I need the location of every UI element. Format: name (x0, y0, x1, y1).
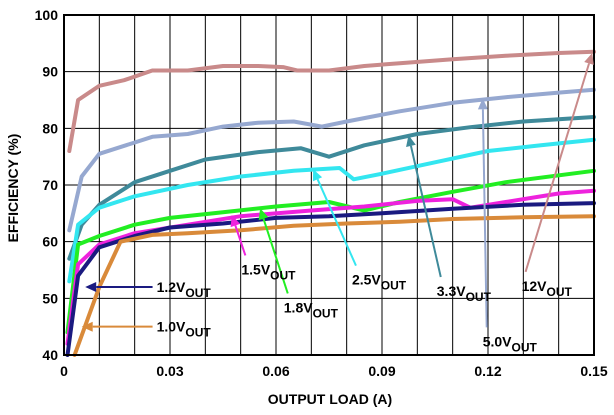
x-tick-label: 0.12 (474, 363, 501, 379)
annotation-arrow-line (234, 225, 247, 256)
x-axis-label: OUTPUT LOAD (A) (268, 391, 392, 407)
series-label-main: 1.8V (284, 299, 313, 315)
annotation-arrowhead (477, 98, 488, 110)
series-label-main: 5.0V (483, 333, 512, 349)
series-labels: 12VOUT5.0VOUT3.3VOUT2.5VOUT1.8VOUT1.5VOU… (81, 53, 594, 354)
annotation-arrowhead (81, 321, 93, 332)
series-label-subscript: OUT (313, 306, 339, 320)
series-label: 1.8VOUT (284, 299, 339, 320)
series-label-subscript: OUT (185, 286, 211, 300)
annotation-arrowhead (85, 282, 97, 292)
x-tick-label: 0.03 (156, 363, 183, 379)
tick-labels: 0 0.03 0.06 0.09 0.12 0.15 40 50 60 70 80 90 100 (35, 7, 608, 379)
series-label-subscript: OUT (185, 326, 211, 340)
series-label: 1.2VOUT (157, 279, 212, 300)
x-tick-label: 0.15 (580, 363, 607, 379)
annotation-arrowhead (230, 215, 241, 228)
series-label: 2.5VOUT (352, 272, 407, 293)
series-label: 1.5VOUT (241, 261, 296, 282)
annotation-arrow-line (316, 178, 357, 267)
annotation-arrowhead (258, 208, 269, 221)
series-line (65, 201, 596, 357)
annotation-arrow-line (409, 145, 442, 278)
annotation-arrow-line (524, 63, 590, 273)
series-label: 1.0VOUT (157, 319, 212, 340)
series-label-subscript: OUT (270, 268, 296, 282)
plot-border (63, 14, 595, 356)
annotation-arrowhead (313, 169, 323, 182)
series-label-main: 12V (522, 278, 548, 294)
series-line (65, 188, 596, 346)
series-label-subscript: OUT (512, 340, 538, 354)
series-label-subscript: OUT (466, 290, 492, 304)
series-line (67, 137, 596, 284)
series-line (67, 115, 596, 261)
y-tick-label: 40 (42, 347, 58, 363)
x-tick-label: 0.09 (368, 363, 395, 379)
y-tick-label: 50 (42, 290, 58, 306)
y-tick-label: 70 (42, 177, 58, 193)
series-label-main: 1.5V (241, 261, 270, 277)
series-label-main: 3.3V (437, 283, 466, 299)
y-tick-label: 100 (35, 7, 59, 23)
series-label-main: 1.0V (157, 319, 186, 335)
series-label: 3.3VOUT (437, 283, 492, 304)
series-line (67, 87, 596, 233)
y-tick-label: 80 (42, 120, 58, 136)
series-line (67, 49, 596, 153)
y-axis-label: EFFICIENCY (%) (5, 134, 21, 243)
annotation-arrow-line (262, 218, 289, 294)
x-tick-label: 0.06 (262, 363, 289, 379)
annotation-arrowhead (584, 53, 594, 65)
series-label-subscript: OUT (546, 285, 572, 299)
y-tick-label: 60 (42, 234, 58, 250)
annotation-arrow-line (481, 109, 488, 328)
series-label: 12VOUT (522, 278, 573, 299)
annotation-arrowhead (406, 135, 416, 147)
y-tick-label: 90 (42, 64, 58, 80)
series-line (65, 168, 596, 335)
series-label-subscript: OUT (381, 279, 407, 293)
x-tick-label: 0 (60, 363, 68, 379)
plot-frame (63, 14, 595, 356)
series-label-main: 1.2V (157, 279, 186, 295)
series-label-main: 2.5V (352, 272, 381, 288)
series-label: 5.0VOUT (483, 333, 538, 354)
